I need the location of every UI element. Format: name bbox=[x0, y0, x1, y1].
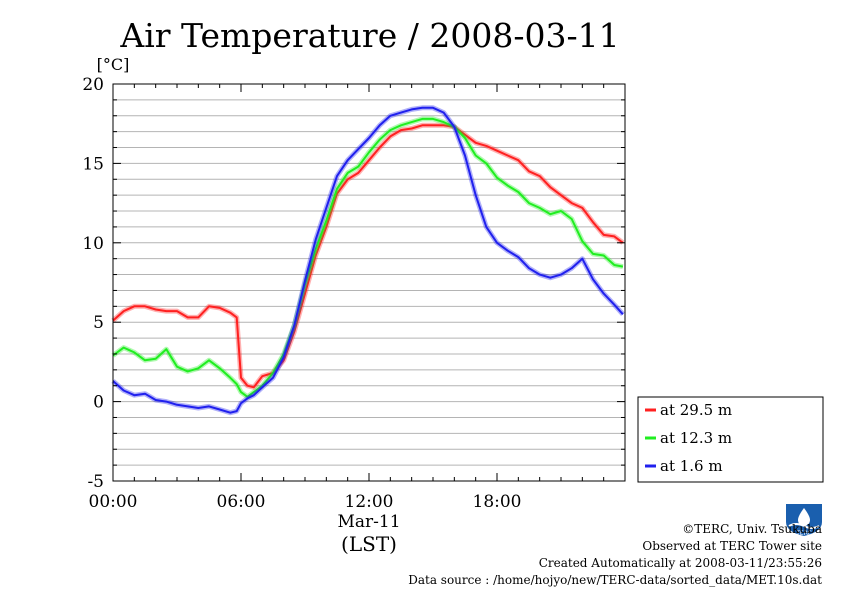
plot-frame bbox=[112, 83, 626, 482]
x-tick-label: 06:00 bbox=[217, 492, 266, 512]
source-text: Data source : /home/hojyo/new/TERC-data/… bbox=[408, 573, 822, 587]
legend-label: at 1.6 m bbox=[660, 457, 723, 475]
legend-box bbox=[637, 396, 824, 483]
axis-ticks bbox=[112, 83, 626, 482]
series-line-3 bbox=[112, 106, 624, 414]
y-tick-label: 5 bbox=[93, 313, 104, 333]
series-line-2 bbox=[112, 117, 624, 398]
x-tick-labels: 00:00 06:00 12:00 18:00 bbox=[89, 492, 522, 512]
series-line-1 bbox=[112, 124, 624, 389]
x-tick-label: 12:00 bbox=[345, 492, 394, 512]
logo-text: TERC bbox=[795, 530, 812, 537]
y-tick-label: 20 bbox=[82, 75, 104, 95]
y-tick-label: -5 bbox=[87, 472, 104, 492]
legend-label: at 12.3 m bbox=[660, 429, 732, 447]
y-tick-label: 10 bbox=[82, 234, 104, 254]
legend: at 29.5 m at 12.3 m at 1.6 m bbox=[637, 396, 824, 483]
y-tick-label: 0 bbox=[93, 393, 104, 413]
y-tick-labels: -5 0 5 10 15 20 bbox=[82, 75, 104, 492]
terc-logo: TERC bbox=[784, 502, 824, 542]
x-tick-label: 00:00 bbox=[89, 492, 138, 512]
x-axis-label: (LST) bbox=[341, 532, 397, 556]
created-text: Created Automatically at 2008-03-11/23:5… bbox=[538, 556, 822, 570]
copyright-text: ©TERC, Univ. Tsukuba bbox=[682, 522, 822, 536]
chart-title: Air Temperature / 2008-03-11 bbox=[119, 16, 619, 55]
x-tick-label: 18:00 bbox=[473, 492, 522, 512]
site-text: Observed at TERC Tower site bbox=[642, 539, 822, 553]
legend-label: at 29.5 m bbox=[660, 401, 732, 419]
series-layer bbox=[111, 105, 625, 416]
date-label: Mar-11 bbox=[337, 512, 400, 532]
y-tick-label: 15 bbox=[82, 154, 104, 174]
series-halo-1 bbox=[111, 122, 625, 390]
y-axis-unit-label: [°C] bbox=[97, 55, 130, 74]
grid-lines bbox=[113, 99, 625, 466]
